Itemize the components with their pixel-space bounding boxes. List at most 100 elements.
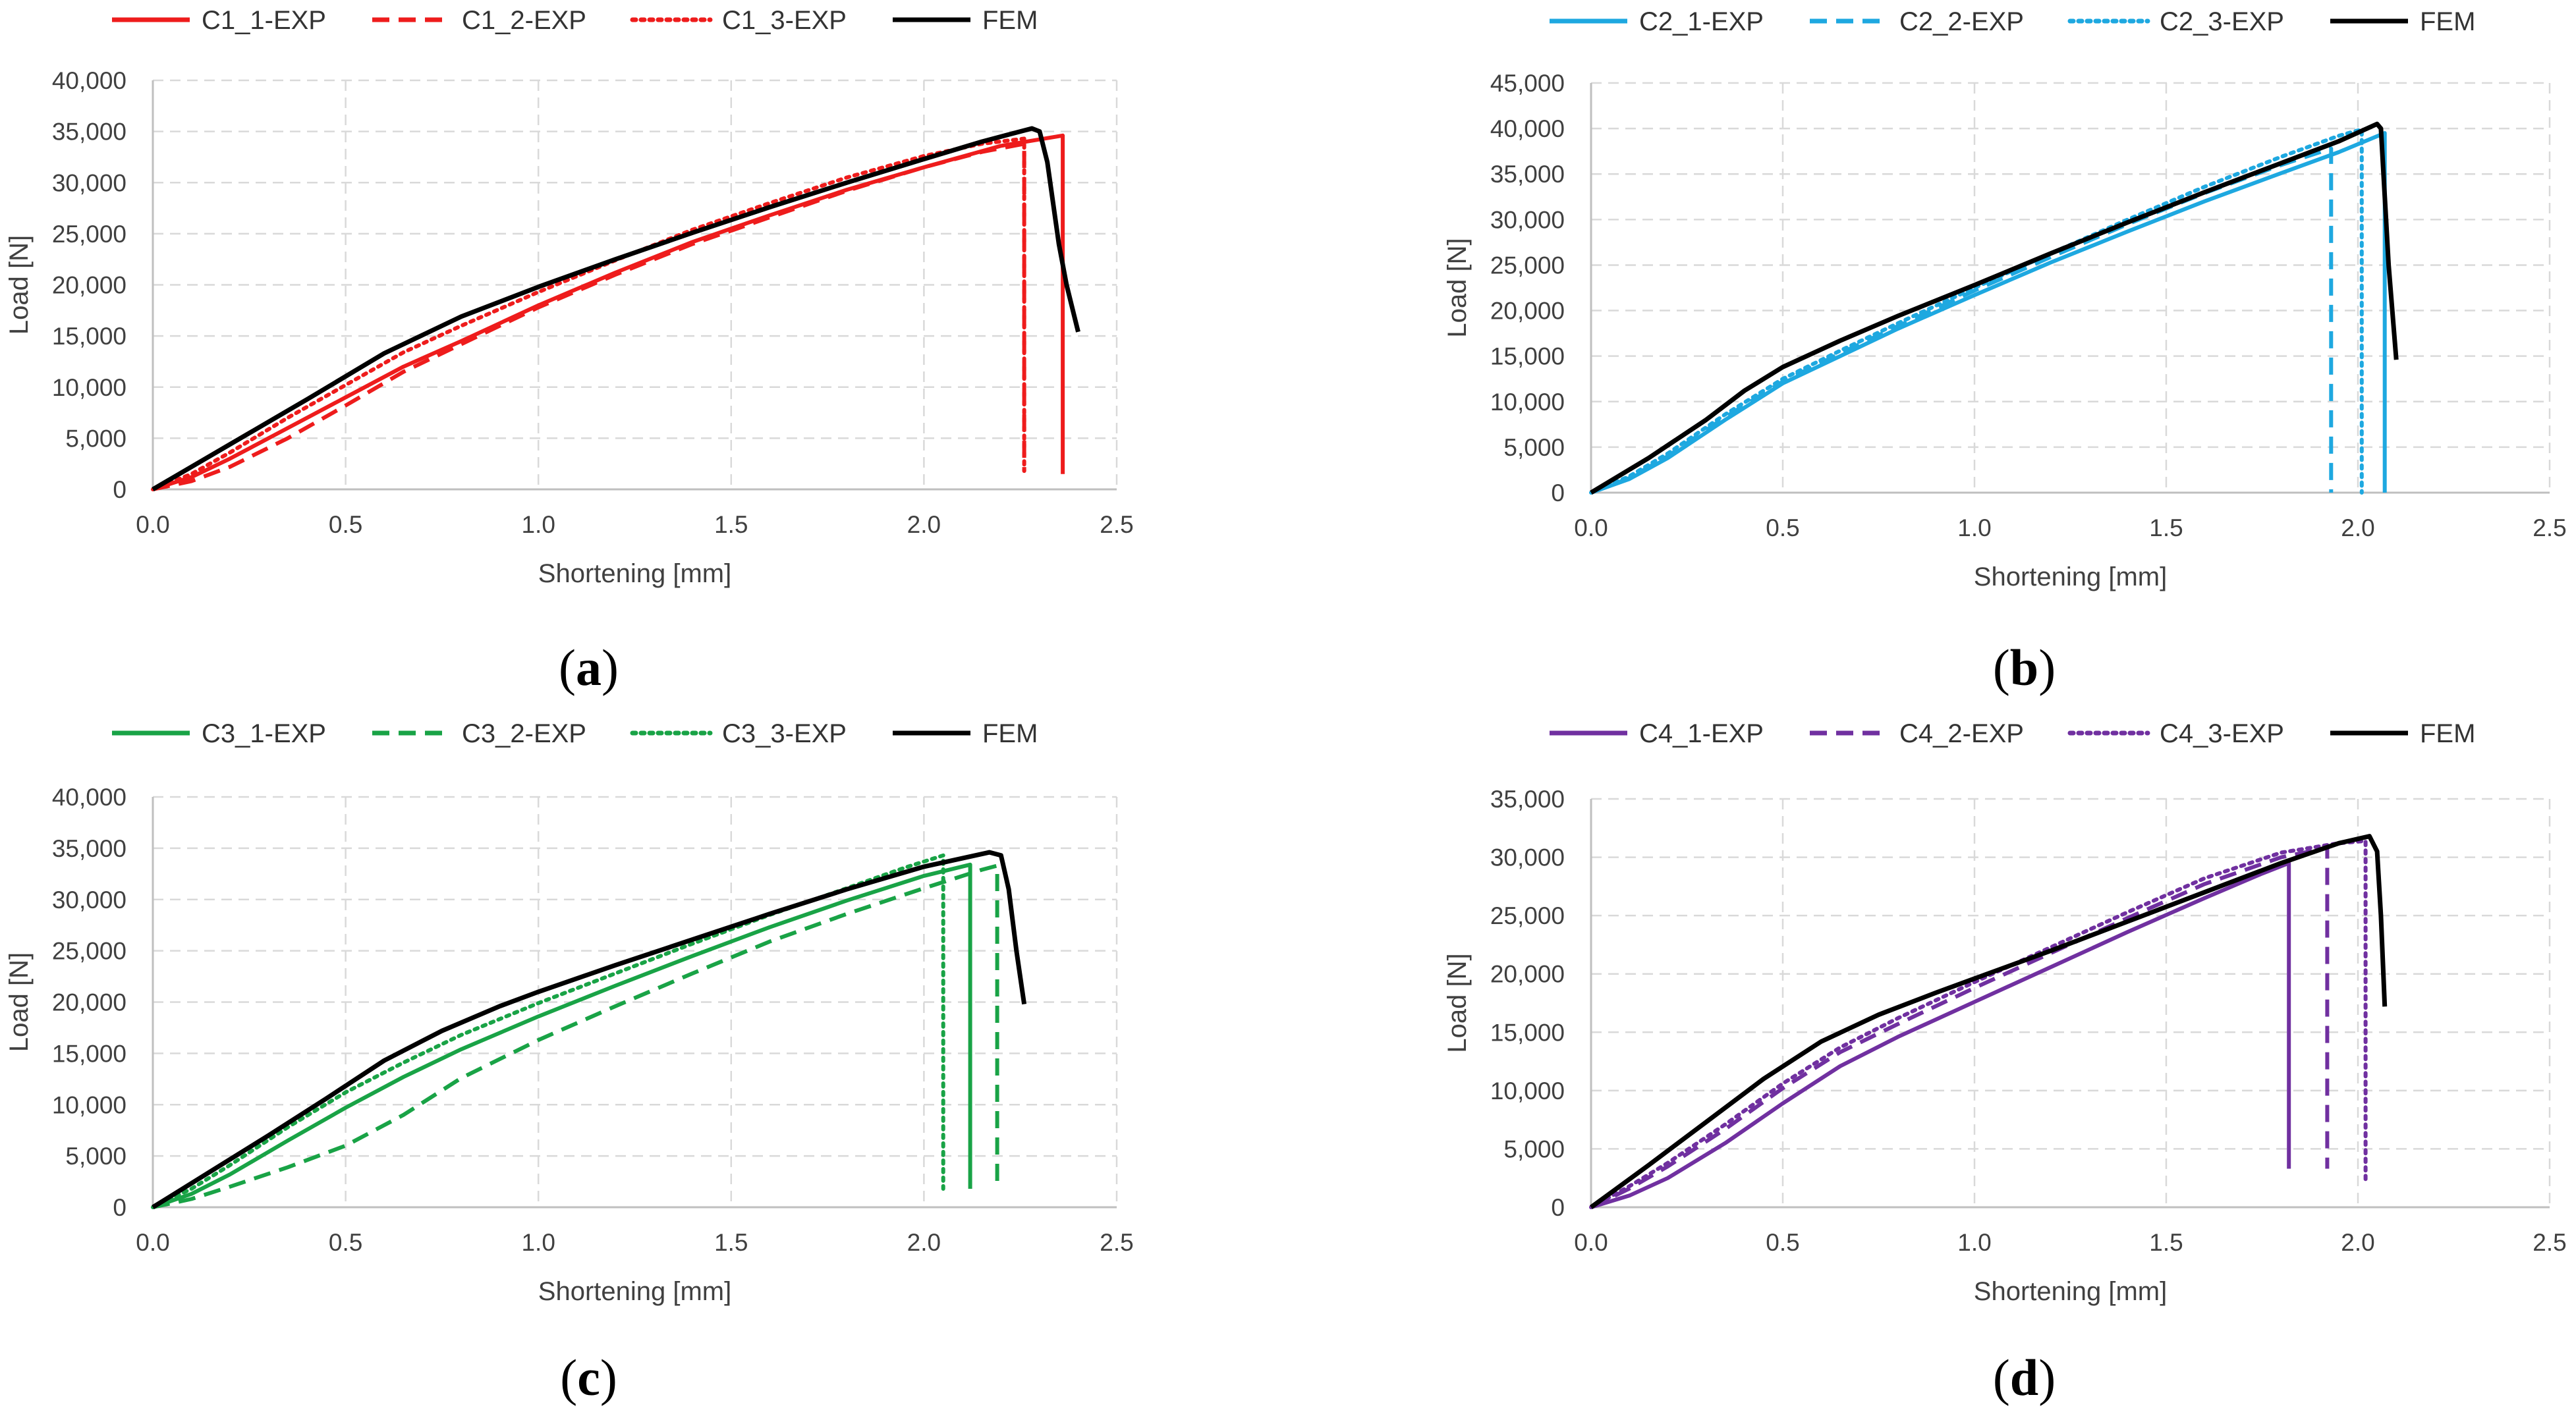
x-tick-label: 1.0: [1957, 514, 1991, 541]
legend-label: FEM: [982, 719, 1038, 748]
x-tick-label: 1.0: [1957, 1229, 1991, 1256]
series-line-c3-3-exp: [151, 853, 945, 1209]
chart-panel-d: 0 5,000 10,000 15,000 20,000 25,000 30,000 35,0…: [1443, 719, 2567, 1406]
x-axis-title: Shortening [mm]: [1974, 1277, 2167, 1306]
y-tick-label: 30,000: [1490, 206, 1565, 233]
y-tick-label: 15,000: [52, 323, 126, 350]
y-tick-label: 0: [113, 1194, 126, 1221]
y-tick-label: 40,000: [52, 67, 126, 94]
panel-caption: (b): [1993, 639, 2056, 696]
legend-label: C3_2-EXP: [462, 719, 586, 748]
y-tick-label: 20,000: [1490, 298, 1565, 325]
x-axis-title: Shortening [mm]: [1974, 562, 2167, 591]
y-tick-label: 35,000: [52, 119, 126, 146]
y-tick-label: 30,000: [52, 886, 126, 914]
y-tick-label: 0: [113, 476, 126, 503]
y-tick-label: 40,000: [52, 784, 126, 811]
chart-panel-c: 0 5,000 10,000 15,000 20,000 25,000 30,000 35,0…: [5, 719, 1134, 1406]
y-tick-label: 40,000: [1490, 115, 1565, 142]
x-tick-label: 1.5: [714, 511, 748, 538]
y-tick-label: 10,000: [1490, 1077, 1565, 1104]
legend-label: C2_3-EXP: [2160, 7, 2284, 36]
y-axis-title: Load [N]: [1443, 238, 1472, 337]
series-line-c4-1-exp: [1590, 861, 2291, 1209]
x-tick-label: 1.0: [521, 511, 555, 538]
series-line-c2-3-exp: [1589, 127, 2364, 495]
y-tick-label: 15,000: [1490, 1019, 1565, 1046]
x-tick-label: 0.0: [136, 1229, 169, 1256]
y-tick-label: 5,000: [1503, 434, 1565, 461]
legend-label: C4_3-EXP: [2160, 719, 2284, 748]
legend-label: FEM: [2420, 7, 2475, 36]
legend-label: C3_3-EXP: [722, 719, 847, 748]
y-tick-label: 10,000: [52, 1091, 126, 1118]
legend-label: C1_1-EXP: [202, 6, 326, 35]
y-tick-label: 25,000: [52, 221, 126, 248]
y-axis-title: Load [N]: [1443, 953, 1472, 1052]
y-tick-label: 15,000: [52, 1040, 126, 1067]
x-tick-label: 0.5: [1766, 1229, 1799, 1256]
x-tick-label: 0.0: [136, 511, 169, 538]
y-tick-label: 10,000: [52, 374, 126, 401]
x-tick-label: 2.5: [2533, 1229, 2566, 1256]
y-tick-label: 0: [1551, 479, 1565, 506]
series-line-c1-2-exp: [152, 142, 1026, 491]
legend-label: C1_2-EXP: [462, 6, 586, 35]
y-tick-label: 20,000: [52, 989, 126, 1016]
chart-panel-b: 0 5,000 10,000 15,000 20,000 25,000 30,000 35,0…: [1443, 7, 2567, 696]
x-tick-label: 2.0: [907, 1229, 941, 1256]
legend: C3_1-EXP C3_2-EXP C3_3-EXP FEM: [112, 719, 1038, 748]
y-tick-label: 10,000: [1490, 389, 1565, 416]
x-tick-label: 1.5: [2149, 514, 2183, 541]
y-tick-label: 35,000: [1490, 786, 1565, 813]
x-tick-label: 1.0: [521, 1229, 555, 1256]
x-tick-label: 0.0: [1574, 1229, 1608, 1256]
legend: C1_1-EXP C1_2-EXP C1_3-EXP FEM: [112, 6, 1038, 35]
y-tick-label: 35,000: [52, 835, 126, 862]
legend-label: C3_1-EXP: [202, 719, 326, 748]
legend-label: C2_1-EXP: [1639, 7, 1764, 36]
legend-label: FEM: [982, 6, 1038, 35]
x-axis-title: Shortening [mm]: [538, 559, 731, 588]
x-tick-label: 1.5: [714, 1229, 748, 1256]
y-tick-label: 5,000: [65, 1143, 126, 1170]
y-tick-label: 15,000: [1490, 343, 1565, 370]
x-tick-label: 2.5: [1100, 511, 1133, 538]
series-line-fem: [152, 850, 1027, 1209]
y-tick-label: 35,000: [1490, 161, 1565, 188]
x-axis-title: Shortening [mm]: [538, 1277, 731, 1306]
x-tick-label: 0.5: [1766, 514, 1799, 541]
y-tick-label: 45,000: [1490, 70, 1565, 97]
x-tick-label: 2.0: [907, 511, 941, 538]
legend-label: C1_3-EXP: [722, 6, 847, 35]
y-axis-title: Load [N]: [5, 235, 34, 335]
x-tick-label: 2.5: [1100, 1229, 1133, 1256]
x-tick-label: 2.0: [2341, 514, 2374, 541]
y-tick-label: 5,000: [1503, 1135, 1565, 1162]
series-line-fem: [152, 126, 1080, 492]
series-line-fem: [1590, 121, 2399, 495]
y-tick-label: 25,000: [1490, 902, 1565, 929]
series-line-c2-1-exp: [1590, 131, 2387, 495]
y-tick-label: 5,000: [65, 425, 126, 452]
legend: C4_1-EXP C4_2-EXP C4_3-EXP FEM: [1550, 719, 2475, 748]
legend-label: FEM: [2420, 719, 2475, 748]
chart-panel-a: 0 5,000 10,000 15,000 20,000 25,000 30,000 35,0…: [5, 6, 1134, 696]
legend-label: C4_1-EXP: [1639, 719, 1764, 748]
y-tick-label: 20,000: [52, 272, 126, 299]
legend-label: C4_2-EXP: [1899, 719, 2024, 748]
series-line-c3-2-exp: [152, 863, 999, 1209]
y-tick-label: 30,000: [1490, 844, 1565, 871]
y-tick-label: 0: [1551, 1194, 1565, 1221]
y-tick-label: 30,000: [52, 169, 126, 196]
y-tick-label: 25,000: [1490, 252, 1565, 279]
x-tick-label: 2.5: [2533, 514, 2566, 541]
x-tick-label: 1.5: [2149, 1229, 2183, 1256]
legend-label: C2_2-EXP: [1899, 7, 2024, 36]
x-tick-label: 0.5: [329, 1229, 362, 1256]
series-line-c4-3-exp: [1589, 838, 2368, 1209]
x-tick-label: 0.0: [1574, 514, 1608, 541]
series-line-c2-2-exp: [1590, 146, 2334, 495]
series-line-c1-3-exp: [151, 136, 1026, 491]
